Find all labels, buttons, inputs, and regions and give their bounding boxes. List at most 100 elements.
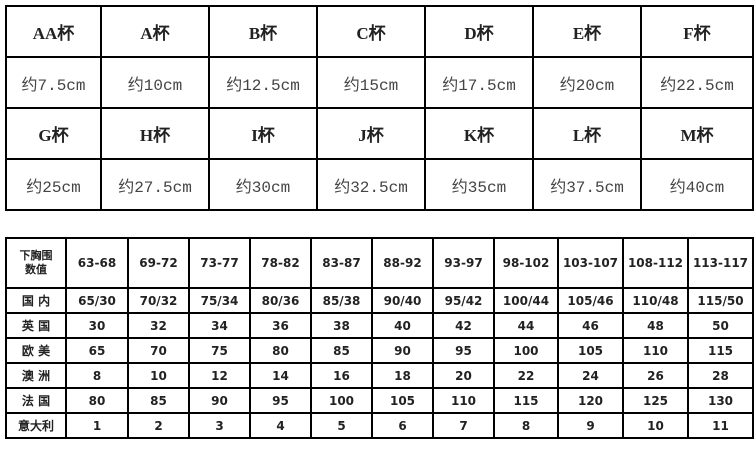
header-label: 下胸围 数值 [5, 237, 67, 289]
cup-depth: 约17.5cm [424, 56, 534, 109]
underbust-range: 73-77 [188, 237, 251, 289]
size-value: 85 [310, 337, 373, 364]
table-row: 澳 洲 8 10 12 14 16 18 20 22 24 26 28 [5, 362, 754, 389]
table-row: 英 国 30 32 34 36 38 40 42 44 46 48 50 [5, 312, 754, 339]
table-row: 欧 美 65 70 75 80 85 90 95 100 105 110 115 [5, 337, 754, 364]
cup-depth: 约20cm [532, 56, 642, 109]
size-value: 85/38 [310, 287, 373, 314]
cup-size-table: AA杯 A杯 B杯 C杯 D杯 E杯 F杯 约7.5cm 约10cm 约12.5cm 约15cm 约1… [5, 5, 754, 211]
underbust-range: 78-82 [249, 237, 312, 289]
size-value: 8 [493, 412, 559, 439]
header-label-line2: 数值 [25, 263, 47, 276]
underbust-range: 98-102 [493, 237, 559, 289]
size-value: 50 [687, 312, 754, 339]
size-value: 90/40 [371, 287, 434, 314]
underbust-range: 63-68 [65, 237, 129, 289]
size-value: 22 [493, 362, 559, 389]
size-value: 30 [65, 312, 129, 339]
region-label: 欧 美 [5, 337, 67, 364]
size-value: 90 [188, 387, 251, 414]
size-value: 75 [188, 337, 251, 364]
region-label: 澳 洲 [5, 362, 67, 389]
size-value: 115/50 [687, 287, 754, 314]
size-value: 115 [493, 387, 559, 414]
cup-label: L杯 [532, 107, 642, 160]
cup-depth: 约32.5cm [316, 158, 426, 211]
region-label: 意大利 [5, 412, 67, 439]
cup-label: B杯 [208, 5, 318, 58]
size-value: 100/44 [493, 287, 559, 314]
cup-label: I杯 [208, 107, 318, 160]
size-value: 4 [249, 412, 312, 439]
cup-depth: 约27.5cm [100, 158, 210, 211]
size-value: 70/32 [127, 287, 190, 314]
cup-row: AA杯 A杯 B杯 C杯 D杯 E杯 F杯 [5, 5, 754, 58]
size-value: 105 [371, 387, 434, 414]
cup-depth: 约35cm [424, 158, 534, 211]
cup-label: C杯 [316, 5, 426, 58]
cup-depth: 约22.5cm [640, 56, 754, 109]
size-value: 32 [127, 312, 190, 339]
size-value: 100 [310, 387, 373, 414]
size-value: 85 [127, 387, 190, 414]
size-value: 24 [557, 362, 624, 389]
size-value: 75/34 [188, 287, 251, 314]
cup-label: AA杯 [5, 5, 102, 58]
size-value: 12 [188, 362, 251, 389]
underbust-range: 108-112 [622, 237, 689, 289]
cup-label: G杯 [5, 107, 102, 160]
size-value: 65/30 [65, 287, 129, 314]
depth-row: 约25cm 约27.5cm 约30cm 约32.5cm 约35cm 约37.5cm 约40c… [5, 158, 754, 211]
size-value: 18 [371, 362, 434, 389]
size-value: 6 [371, 412, 434, 439]
cup-depth: 约25cm [5, 158, 102, 211]
size-value: 38 [310, 312, 373, 339]
size-value: 110/48 [622, 287, 689, 314]
cup-depth: 约10cm [100, 56, 210, 109]
size-value: 40 [371, 312, 434, 339]
size-value: 2 [127, 412, 190, 439]
size-value: 80/36 [249, 287, 312, 314]
size-value: 110 [432, 387, 495, 414]
cup-label: H杯 [100, 107, 210, 160]
size-value: 20 [432, 362, 495, 389]
cup-depth: 约7.5cm [5, 56, 102, 109]
size-value: 1 [65, 412, 129, 439]
cup-depth: 约37.5cm [532, 158, 642, 211]
size-value: 28 [687, 362, 754, 389]
table-row: 法 国 80 85 90 95 100 105 110 115 120 125 130 [5, 387, 754, 414]
cup-depth: 约15cm [316, 56, 426, 109]
size-value: 44 [493, 312, 559, 339]
size-value: 3 [188, 412, 251, 439]
underbust-range: 88-92 [371, 237, 434, 289]
size-value: 125 [622, 387, 689, 414]
table-row: 意大利 1 2 3 4 5 6 7 8 9 10 11 [5, 412, 754, 439]
cup-label: J杯 [316, 107, 426, 160]
underbust-range: 69-72 [127, 237, 190, 289]
cup-row: G杯 H杯 I杯 J杯 K杯 L杯 M杯 [5, 107, 754, 160]
size-value: 70 [127, 337, 190, 364]
cup-label: D杯 [424, 5, 534, 58]
size-value: 65 [65, 337, 129, 364]
underbust-range: 103-107 [557, 237, 624, 289]
size-value: 11 [687, 412, 754, 439]
size-value: 14 [249, 362, 312, 389]
cup-label: M杯 [640, 107, 754, 160]
size-value: 34 [188, 312, 251, 339]
cup-label: K杯 [424, 107, 534, 160]
size-value: 42 [432, 312, 495, 339]
size-value: 90 [371, 337, 434, 364]
band-size-conversion-table: 下胸围 数值 63-68 69-72 73-77 78-82 83-87 88-92 93-97… [5, 237, 754, 439]
cup-label: A杯 [100, 5, 210, 58]
size-value: 80 [65, 387, 129, 414]
size-value: 105/46 [557, 287, 624, 314]
table-row: 国 内 65/30 70/32 75/34 80/36 85/38 90/40 95/42 10… [5, 287, 754, 314]
size-value: 46 [557, 312, 624, 339]
size-value: 5 [310, 412, 373, 439]
size-value: 48 [622, 312, 689, 339]
size-value: 110 [622, 337, 689, 364]
size-value: 26 [622, 362, 689, 389]
cup-depth: 约30cm [208, 158, 318, 211]
size-value: 9 [557, 412, 624, 439]
depth-row: 约7.5cm 约10cm 约12.5cm 约15cm 约17.5cm 约20cm 约22.5… [5, 56, 754, 109]
